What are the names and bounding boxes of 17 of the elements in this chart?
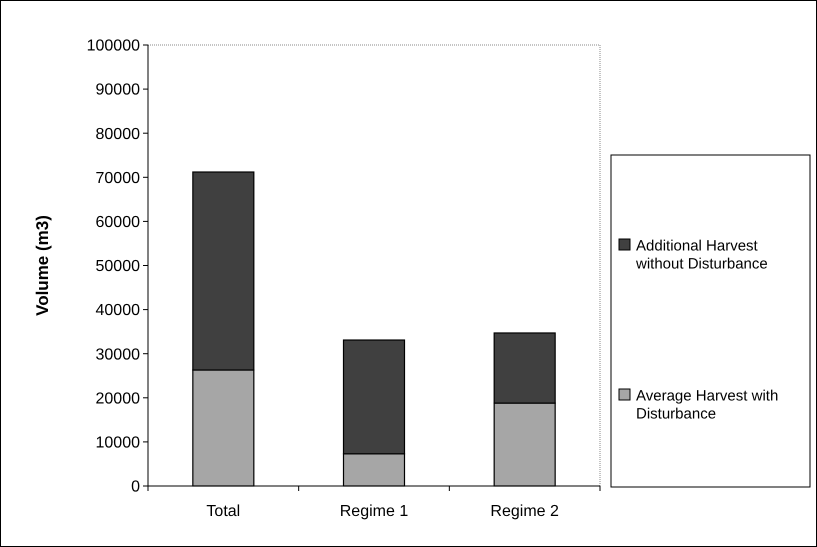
y-axis-title: Volume (m3) xyxy=(33,215,52,316)
y-tick-label: 50000 xyxy=(96,258,140,276)
y-tick-label: 40000 xyxy=(96,302,140,320)
y-tick-label: 10000 xyxy=(96,434,140,452)
y-tick-label: 100000 xyxy=(86,38,140,55)
y-tick-label: 60000 xyxy=(96,214,140,231)
x-tick-label: Regime 2 xyxy=(490,503,560,520)
y-tick-label: 90000 xyxy=(96,82,140,99)
y-tick-label: 20000 xyxy=(96,390,140,408)
x-tick-label: Total xyxy=(206,503,240,520)
y-tick-label: 30000 xyxy=(96,346,140,364)
legend-label: Additional Harvest without Disturbance xyxy=(635,237,768,272)
x-tick-label: Regime 1 xyxy=(340,503,408,520)
legend-label: Average Harvest with Disturbance xyxy=(636,387,778,422)
y-tick-label: 0 xyxy=(131,478,140,496)
y-tick-label: 80000 xyxy=(96,126,140,143)
y-tick-label: 70000 xyxy=(96,170,140,187)
